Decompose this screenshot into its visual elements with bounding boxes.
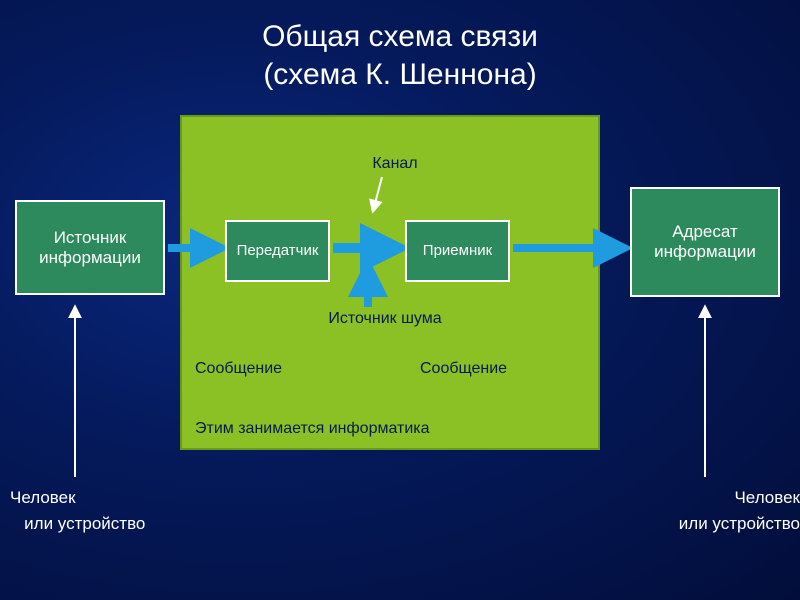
label-human-right: Человек или устройство xyxy=(610,485,800,536)
title-line2: (схема К. Шеннона) xyxy=(263,58,536,91)
label-channel: Канал xyxy=(335,155,455,173)
label-msg-left: Сообщение xyxy=(195,360,315,378)
node-addressee-label: Адресат информации xyxy=(636,222,774,261)
node-addressee: Адресат информации xyxy=(630,187,780,297)
shannon-diagram: Источник информации Передатчик Приемник … xyxy=(0,115,800,555)
label-msg-right-text: Сообщение xyxy=(420,360,507,377)
label-channel-text: Канал xyxy=(372,155,417,172)
label-human-right-l1: Человек xyxy=(734,488,800,507)
label-human-left: Человек или устройство xyxy=(10,485,180,536)
label-msg-left-text: Сообщение xyxy=(195,360,282,377)
label-caption-text: Этим занимается информатика xyxy=(195,420,430,437)
label-human-left-l1: Человек xyxy=(10,488,76,507)
page-title: Общая схема связи (схема К. Шеннона) xyxy=(0,0,800,93)
label-noise-text: Источник шума xyxy=(328,310,441,327)
node-source: Источник информации xyxy=(15,200,165,295)
label-human-right-l2: или устройство xyxy=(679,514,800,533)
node-receiver-label: Приемник xyxy=(423,242,492,259)
label-caption: Этим занимается информатика xyxy=(195,420,575,438)
node-receiver: Приемник xyxy=(405,220,510,282)
label-msg-right: Сообщение xyxy=(420,360,540,378)
label-human-left-l2: или устройство xyxy=(24,514,145,533)
label-noise: Источник шума xyxy=(300,310,470,328)
node-transmitter: Передатчик xyxy=(225,220,330,282)
node-transmitter-label: Передатчик xyxy=(237,242,319,259)
title-line1: Общая схема связи xyxy=(262,20,538,53)
node-source-label: Источник информации xyxy=(21,228,159,267)
